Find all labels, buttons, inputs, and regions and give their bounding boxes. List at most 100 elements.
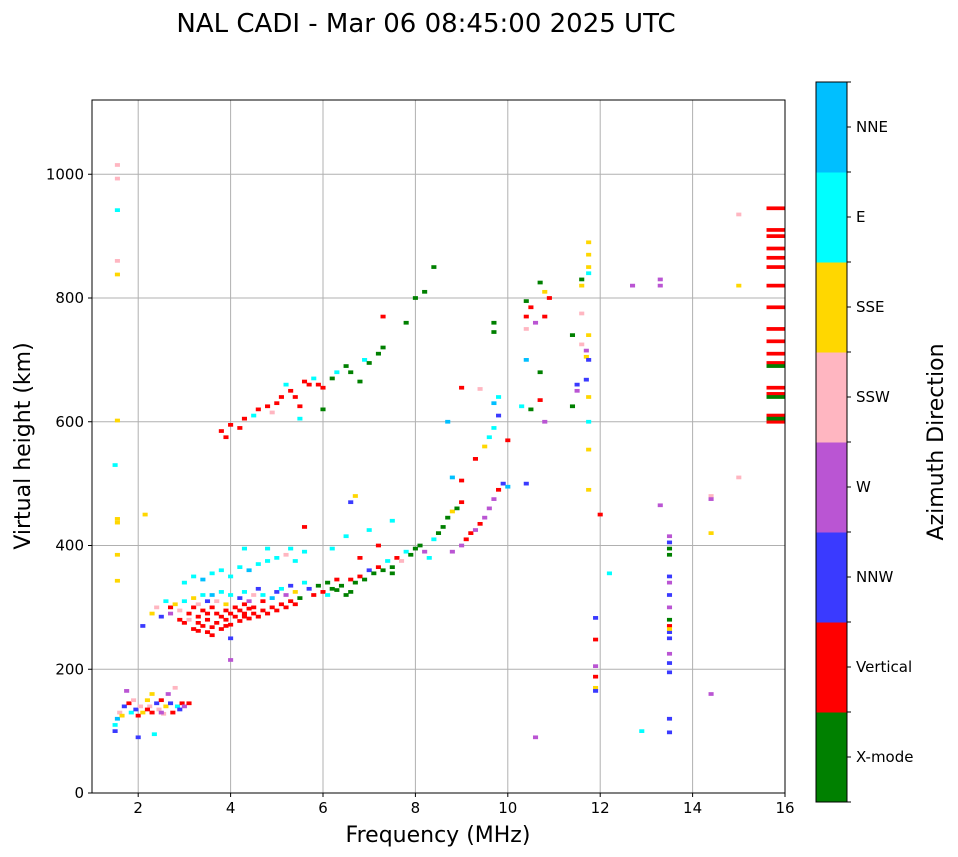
data-point-sse — [114, 418, 120, 423]
data-point-vertical — [472, 457, 479, 461]
data-point-nnw — [288, 583, 294, 588]
data-point-vertical — [223, 435, 229, 440]
data-point-nnw — [348, 500, 354, 505]
data-point-vertical — [255, 614, 261, 619]
data-point-vertical — [306, 382, 312, 387]
data-point-ssw — [177, 608, 183, 613]
data-point-x-mode — [537, 280, 543, 285]
data-point-nnw — [666, 593, 673, 597]
data-point-e — [343, 534, 349, 539]
data-point-x-mode — [445, 515, 451, 520]
y-axis: 0 200 400 600 800 1000 — [46, 165, 92, 802]
data-point-x-mode — [766, 364, 785, 368]
data-point-sse — [114, 578, 120, 583]
data-point-x-mode — [491, 320, 497, 325]
data-point-vertical — [459, 385, 465, 390]
data-point-sse — [449, 509, 455, 514]
data-point-e — [311, 376, 317, 381]
data-point-nnw — [666, 630, 673, 634]
data-point-nnw — [204, 599, 211, 604]
data-point-vertical — [260, 599, 266, 604]
data-point-e — [329, 546, 335, 551]
data-point-x-mode — [348, 370, 354, 375]
data-point-sse — [586, 240, 592, 245]
data-point-vertical — [542, 314, 548, 319]
data-point-ssw — [172, 685, 178, 690]
y-tick-label: 400 — [55, 537, 84, 555]
data-point-nne — [449, 475, 455, 480]
data-point-w — [593, 664, 599, 669]
data-point-vertical — [593, 674, 599, 679]
data-point-ssw — [708, 494, 714, 498]
data-point-x-mode — [766, 395, 785, 399]
data-point-sse — [114, 517, 120, 521]
data-point-ssw — [186, 617, 192, 622]
data-point-w — [158, 710, 164, 715]
data-point-sse — [114, 552, 120, 557]
data-point-nnw — [500, 481, 506, 486]
data-point-vertical — [528, 305, 534, 310]
data-point-vertical — [209, 605, 215, 610]
data-point-x-mode — [666, 617, 673, 622]
x-tick-label: 2 — [133, 799, 143, 817]
data-point-vertical — [283, 605, 289, 610]
data-point-e — [114, 208, 120, 212]
data-point-x-mode — [569, 404, 576, 409]
colorbar-tick-label: Vertical — [856, 658, 912, 676]
data-point-w — [708, 497, 714, 501]
data-point-e — [274, 556, 280, 560]
data-point-ssw — [137, 704, 144, 709]
data-point-vertical — [181, 620, 187, 625]
data-point-ssw — [251, 593, 257, 597]
data-point-nnw — [177, 707, 183, 712]
data-point-vertical — [167, 605, 174, 610]
x-tick-label: 14 — [683, 799, 702, 817]
data-point-x-mode — [579, 277, 585, 282]
colorbar-label: Azimuth Direction — [924, 343, 949, 540]
data-point-nnw — [574, 382, 580, 387]
data-point-w — [486, 506, 492, 511]
data-point-w — [532, 735, 539, 740]
data-point-x-mode — [403, 320, 409, 325]
data-point-sse — [119, 713, 125, 718]
data-point-e — [362, 358, 368, 362]
data-point-vertical — [348, 577, 354, 582]
data-point-w — [666, 651, 673, 656]
data-point-x-mode — [362, 577, 368, 582]
data-point-e — [431, 537, 437, 542]
data-point-e — [260, 593, 266, 597]
data-point-x-mode — [537, 370, 543, 375]
data-point-vertical — [241, 416, 248, 421]
data-point-sse — [586, 487, 592, 492]
data-point-vertical — [546, 296, 552, 300]
data-point-e — [385, 559, 391, 563]
data-point-sse — [579, 283, 585, 288]
data-point-x-mode — [431, 265, 437, 269]
data-point-nnw — [666, 574, 673, 579]
data-point-e — [283, 382, 289, 387]
data-point-sse — [140, 710, 146, 715]
data-point-e — [297, 416, 303, 421]
data-point-vertical — [468, 531, 474, 535]
data-point-x-mode — [528, 407, 534, 412]
data-point-e — [181, 580, 187, 585]
x-tick-label: 8 — [411, 799, 421, 817]
plot-frame — [91, 99, 786, 794]
data-point-e — [209, 571, 215, 576]
data-point-x-mode — [371, 571, 377, 576]
data-point-e — [151, 732, 157, 737]
data-point-nnw — [135, 735, 141, 740]
data-point-w — [165, 692, 171, 696]
data-point-x-mode — [412, 546, 418, 551]
data-point-w — [246, 599, 252, 604]
data-point-e — [218, 568, 224, 573]
data-point-w — [574, 388, 580, 393]
data-point-vertical — [195, 629, 201, 633]
y-tick-label: 600 — [55, 413, 84, 431]
data-point-vertical — [278, 602, 284, 607]
data-point-vertical — [766, 255, 785, 260]
data-point-vertical — [523, 314, 529, 319]
data-point-e — [265, 546, 271, 551]
data-point-sse — [586, 265, 592, 269]
data-point-vertical — [223, 608, 229, 613]
